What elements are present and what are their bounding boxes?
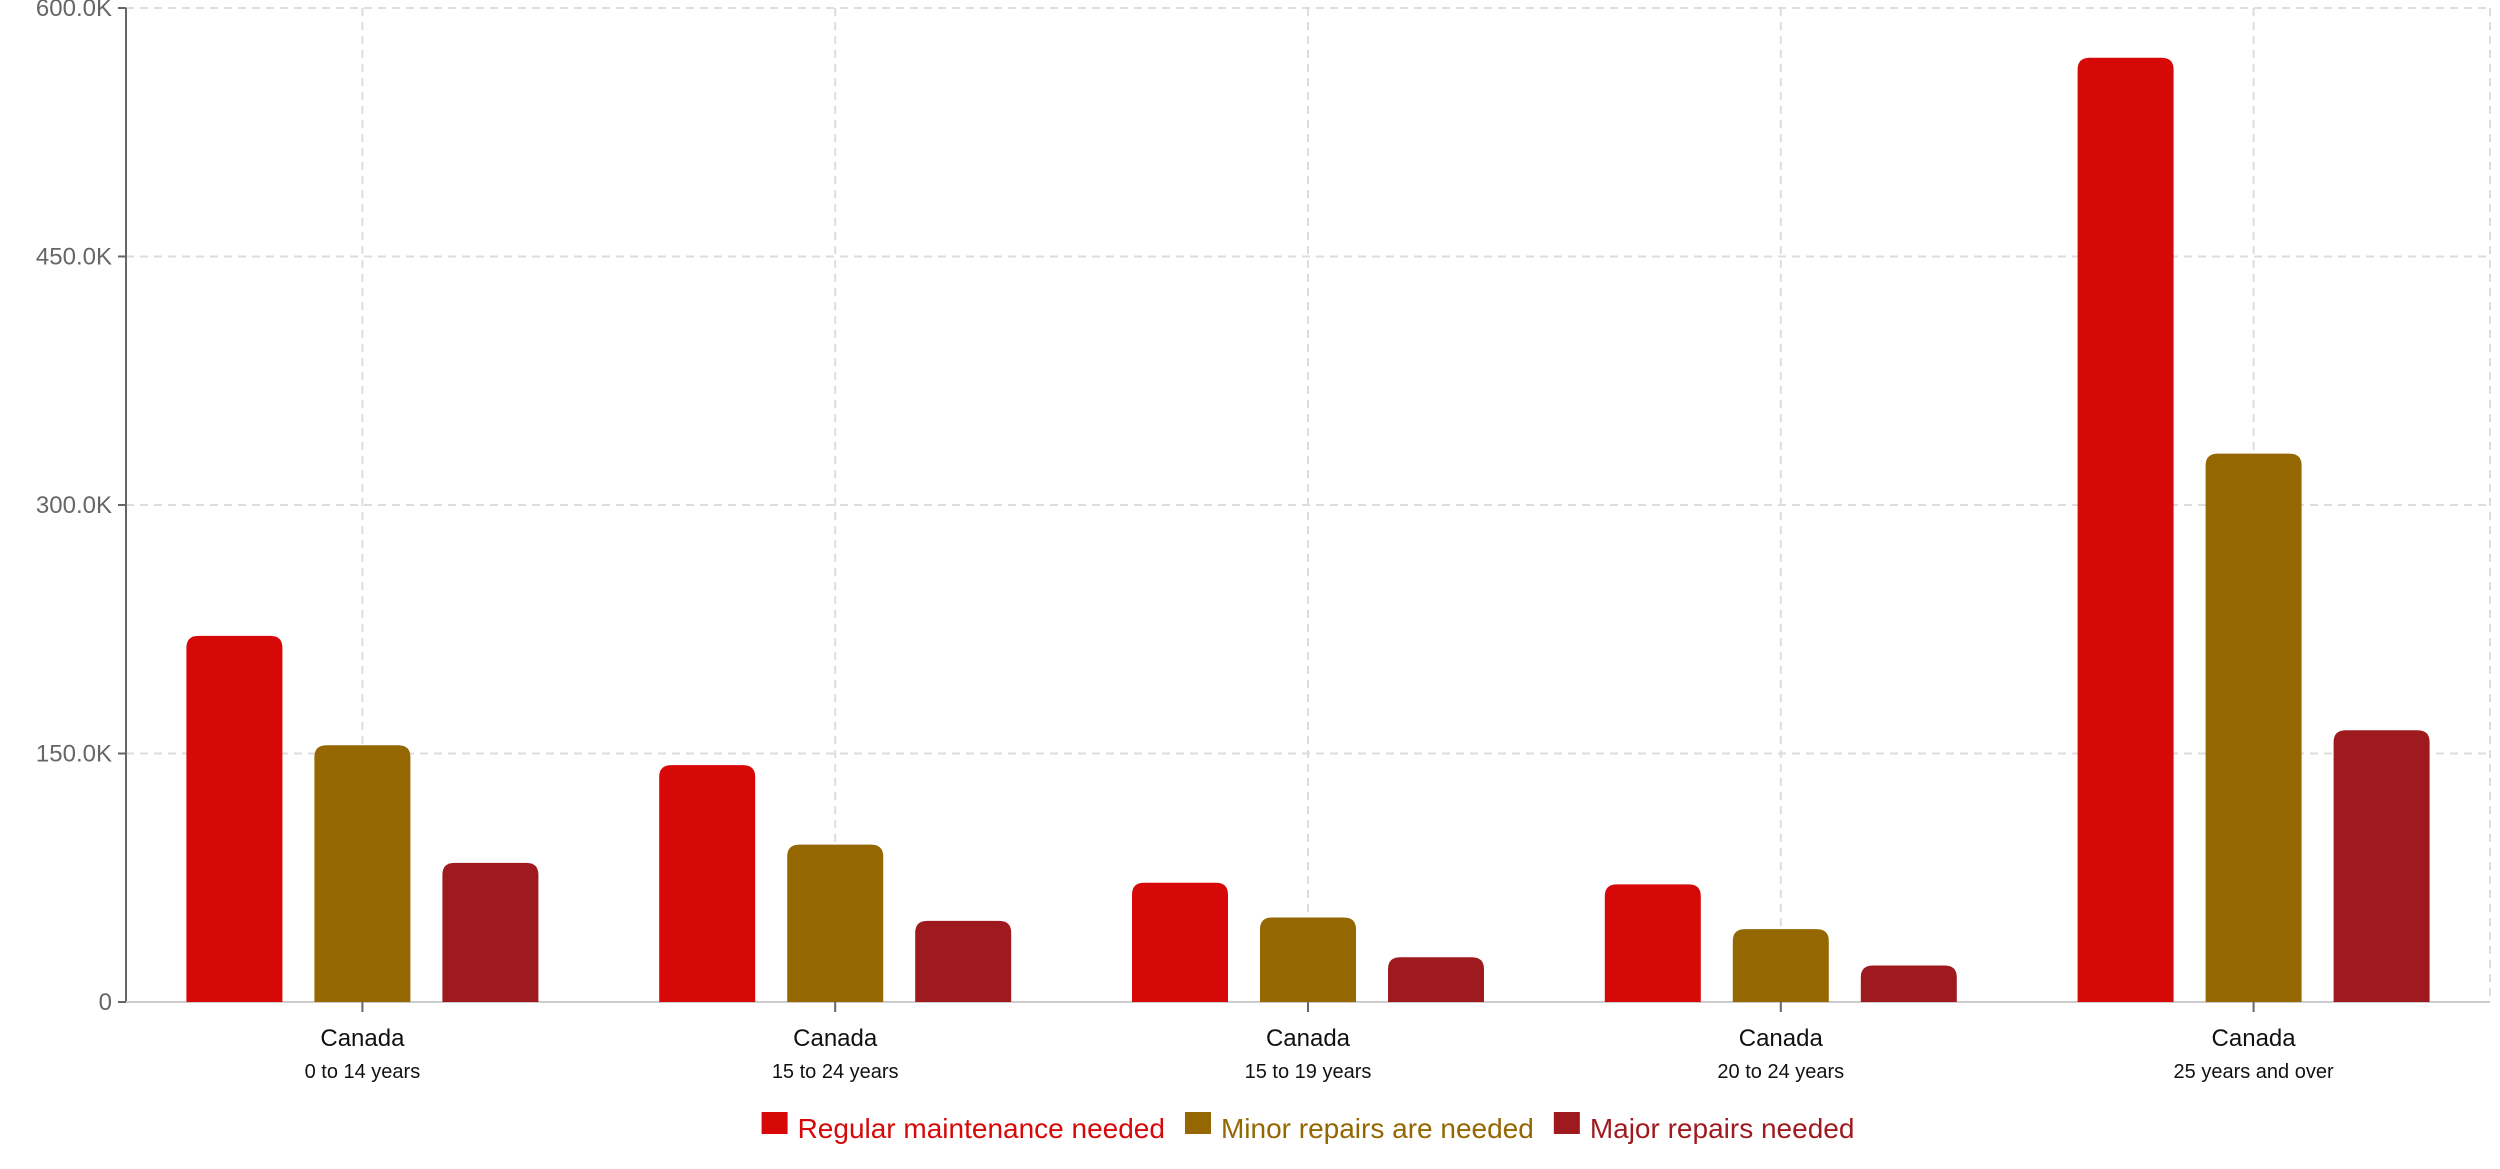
legend-label: Minor repairs are needed	[1221, 1113, 1534, 1144]
y-tick-label: 600.0K	[36, 0, 112, 22]
bar[interactable]	[659, 765, 756, 1002]
bar[interactable]	[442, 862, 539, 1002]
x-tick-sublabel: 25 years and over	[2174, 1061, 2334, 1083]
x-tick-label: Canada	[1266, 1025, 1351, 1052]
bar[interactable]	[1860, 965, 1957, 1002]
bar[interactable]	[1604, 884, 1701, 1002]
x-tick-label: Canada	[1739, 1025, 1824, 1052]
bar[interactable]	[1388, 957, 1484, 1002]
legend-item[interactable]: Major repairs needed	[1553, 1112, 1855, 1144]
legend-swatch	[1553, 1112, 1580, 1134]
legend-item[interactable]: Regular maintenance needed	[761, 1112, 1165, 1144]
y-tick-label: 450.0K	[36, 244, 112, 271]
y-tick-label: 300.0K	[36, 492, 112, 519]
x-tick-label: Canada	[793, 1025, 878, 1052]
bars	[186, 57, 2430, 1003]
legend-label: Major repairs needed	[1590, 1113, 1855, 1144]
bar[interactable]	[1260, 917, 1356, 1002]
x-tick-sublabel: 15 to 24 years	[772, 1061, 899, 1083]
x-tick-label: Canada	[320, 1025, 405, 1052]
bar[interactable]	[186, 635, 283, 1002]
bar[interactable]	[314, 745, 411, 1002]
y-tick-label: 0	[99, 989, 112, 1016]
x-tick-sublabel: 0 to 14 years	[305, 1061, 421, 1083]
bar[interactable]	[787, 844, 884, 1002]
legend: Regular maintenance needed Minor repairs …	[761, 1112, 1855, 1144]
legend-swatch	[1184, 1112, 1211, 1134]
legend-item[interactable]: Minor repairs are needed	[1184, 1112, 1534, 1144]
bar[interactable]	[1732, 929, 1829, 1002]
bar[interactable]	[2333, 730, 2430, 1002]
axis-labels: 0 150.0K 300.0K 450.0K 600.0K Canada 0 to 14 y…	[36, 0, 2334, 1083]
bar[interactable]	[2205, 453, 2302, 1003]
x-tick-sublabel: 15 to 19 years	[1245, 1061, 1372, 1083]
y-tick-label: 150.0K	[36, 741, 112, 768]
bar[interactable]	[915, 920, 1012, 1002]
bar[interactable]	[1132, 882, 1228, 1002]
bar[interactable]	[2077, 57, 2174, 1002]
x-tick-label: Canada	[2212, 1025, 2297, 1052]
legend-label: Regular maintenance needed	[798, 1113, 1165, 1144]
x-tick-sublabel: 20 to 24 years	[1717, 1061, 1844, 1083]
legend-swatch	[761, 1112, 788, 1134]
